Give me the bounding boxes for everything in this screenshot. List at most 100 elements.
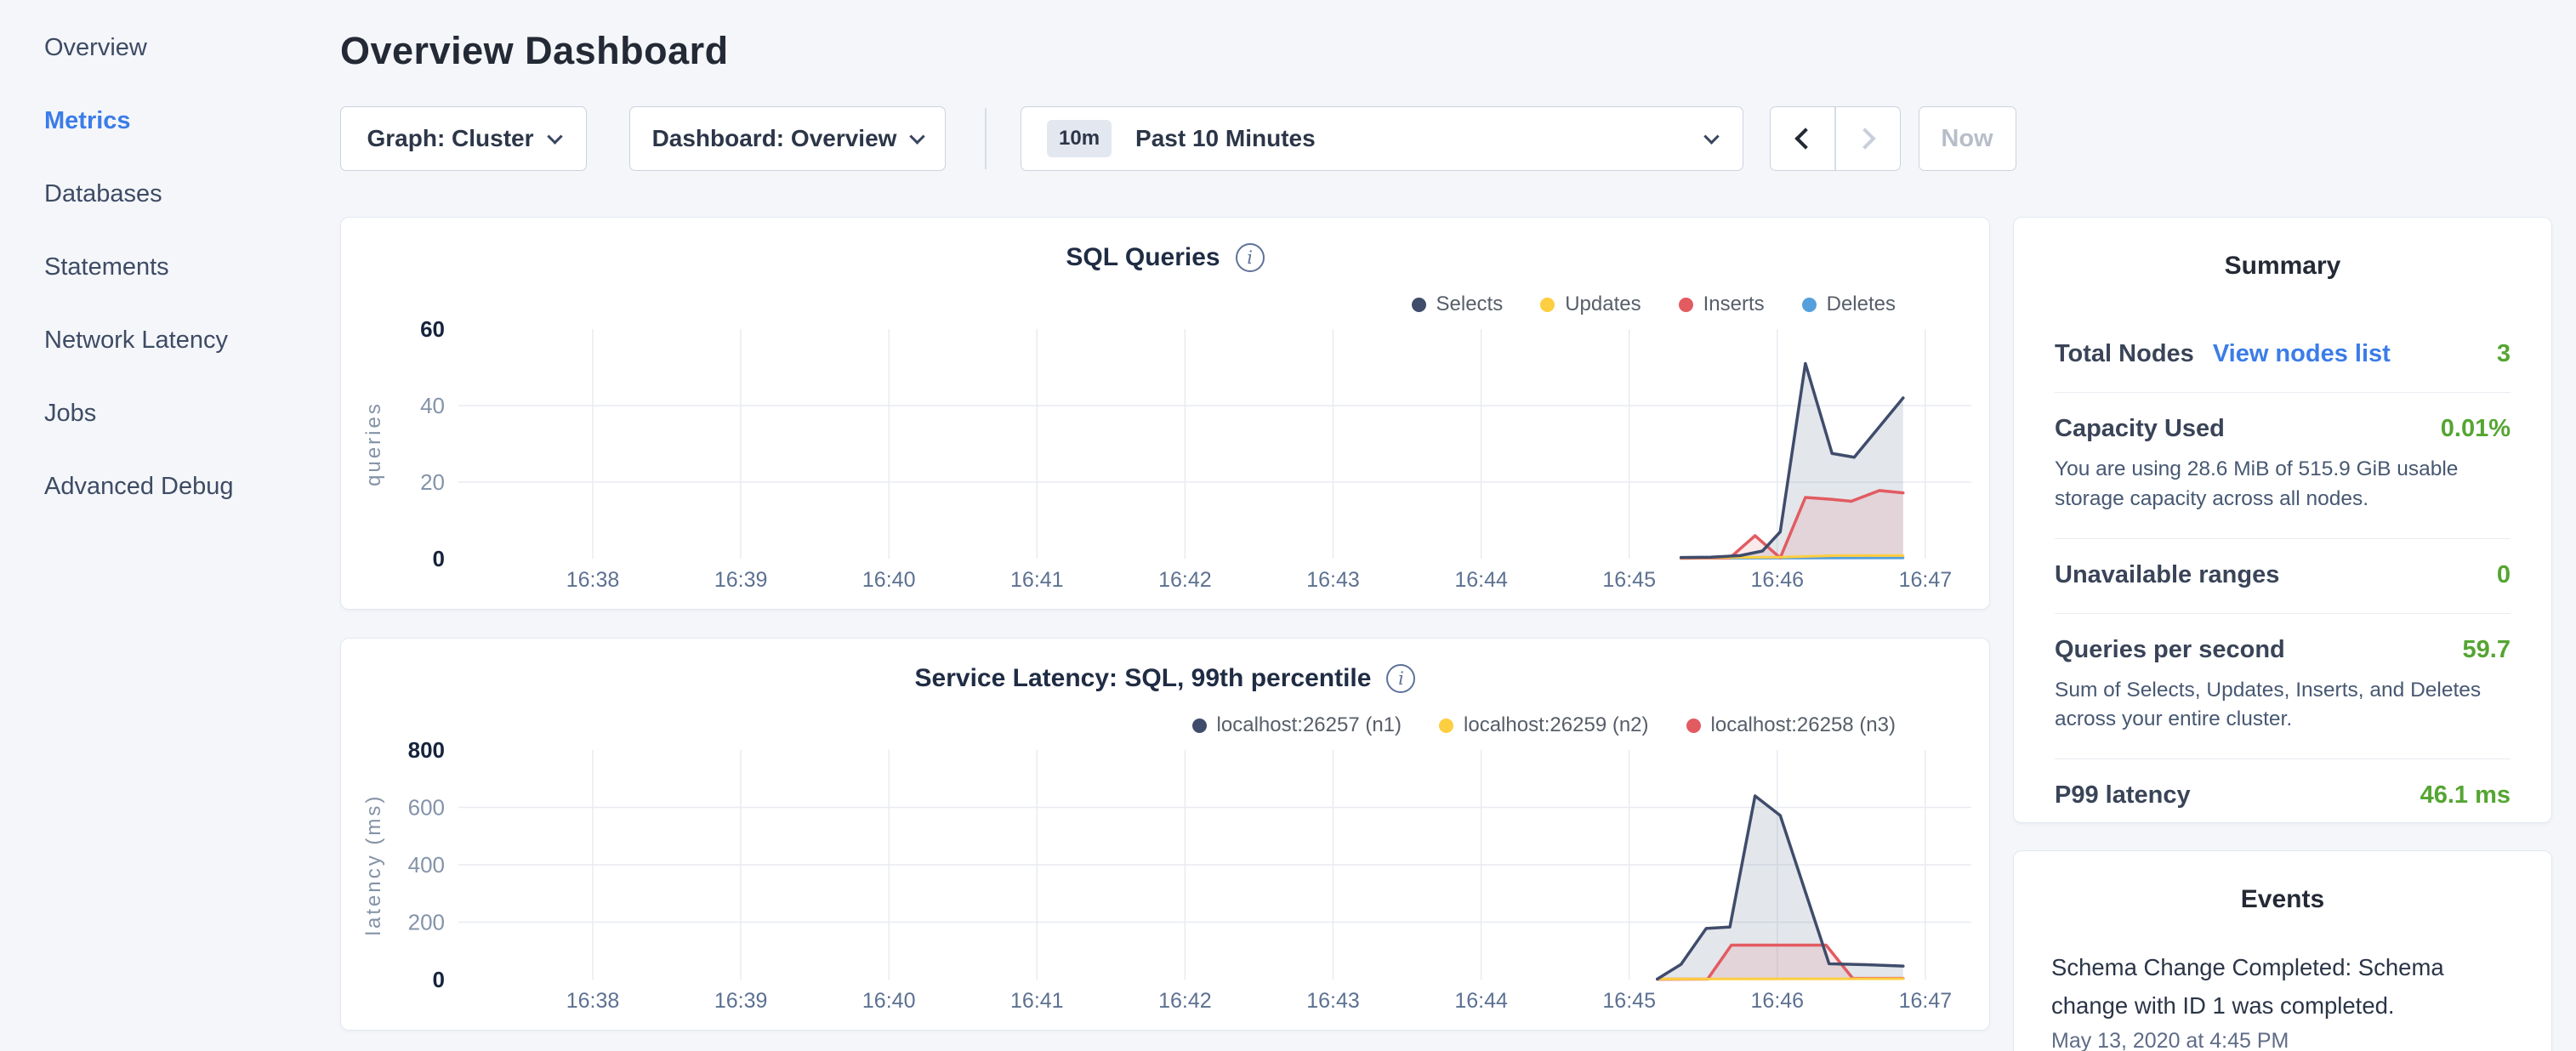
time-pager xyxy=(1770,106,1901,171)
sidebar: Overview Metrics Databases Statements Ne… xyxy=(0,0,340,1051)
next-time-button[interactable] xyxy=(1836,107,1900,170)
svg-text:16:42: 16:42 xyxy=(1158,568,1212,592)
sidebar-item-jobs[interactable]: Jobs xyxy=(44,400,97,427)
legend-dot-icon xyxy=(1678,297,1693,312)
summary-value: 0 xyxy=(2496,560,2511,588)
view-nodes-list-link[interactable]: View nodes list xyxy=(2212,340,2391,367)
summary-description: Sum of Selects, Updates, Inserts, and De… xyxy=(2055,678,2482,731)
events-title: Events xyxy=(2240,885,2325,913)
event-item-text: Schema Change Completed: Schema change w… xyxy=(2051,954,2444,1020)
main-content: Overview Dashboard Graph: Cluster Dashbo… xyxy=(340,0,2576,1051)
summary-row-capacity-used: Capacity Used 0.01% You are using 28.6 M… xyxy=(2055,393,2511,539)
chevron-down-icon xyxy=(1703,128,1720,145)
summary-row-total-nodes: Total Nodes View nodes list 3 xyxy=(2055,318,2511,393)
summary-value: 59.7 xyxy=(2462,635,2511,663)
legend-label: Deletes xyxy=(1826,293,1896,315)
legend-dot-icon xyxy=(1540,297,1555,312)
legend-item: localhost:26257 (n1) xyxy=(1191,713,1402,737)
svg-text:0: 0 xyxy=(433,546,445,571)
graph-scope-dropdown[interactable]: Graph: Cluster xyxy=(340,106,587,171)
now-button[interactable]: Now xyxy=(1918,106,2016,171)
summary-value: 0.01% xyxy=(2440,415,2511,442)
svg-text:800: 800 xyxy=(408,737,445,763)
prev-time-button[interactable] xyxy=(1771,107,1834,170)
legend-item: localhost:26259 (n2) xyxy=(1439,713,1649,737)
svg-text:16:41: 16:41 xyxy=(1010,568,1064,592)
event-item-timestamp: May 13, 2020 at 4:45 PM xyxy=(2051,1028,2289,1051)
chevron-left-icon xyxy=(1794,128,1817,150)
legend-label: localhost:26258 (n3) xyxy=(1710,713,1896,736)
svg-text:latency (ms): latency (ms) xyxy=(362,794,385,936)
controls-row: Graph: Cluster Dashboard: Overview 10m P… xyxy=(340,106,2552,171)
legend-dot-icon xyxy=(1191,718,1207,733)
sidebar-item-statements[interactable]: Statements xyxy=(44,253,169,281)
summary-row-queries-per-second: Queries per second 59.7 Sum of Selects, … xyxy=(2055,614,2511,760)
chart-plot: 16:38 16:39 16:40 16:41 16:42 16:43 16:44 16:45… xyxy=(362,737,1971,1013)
chevron-down-icon xyxy=(909,128,926,145)
right-column: Summary Total Nodes View nodes list 3 C xyxy=(2013,217,2552,1051)
svg-text:16:40: 16:40 xyxy=(862,989,916,1013)
summary-label: Queries per second xyxy=(2055,635,2285,663)
summary-label: Unavailable ranges xyxy=(2055,560,2280,588)
legend-item: Updates xyxy=(1540,293,1641,316)
info-icon[interactable] xyxy=(1386,664,1416,693)
time-range-dropdown[interactable]: 10m Past 10 Minutes xyxy=(1021,106,1743,171)
divider xyxy=(1834,107,1836,170)
summary-value: 3 xyxy=(2496,340,2511,367)
legend-dot-icon xyxy=(1439,718,1454,733)
svg-text:16:47: 16:47 xyxy=(1899,989,1953,1013)
svg-text:40: 40 xyxy=(420,393,445,418)
chart-legend: Selects Updates Inserts Deletes xyxy=(1411,293,1896,316)
sidebar-item-databases[interactable]: Databases xyxy=(44,180,162,207)
chevron-right-icon xyxy=(1854,128,1876,150)
svg-text:16:46: 16:46 xyxy=(1751,568,1805,592)
legend-item: Deletes xyxy=(1801,293,1896,316)
legend-dot-icon xyxy=(1801,297,1817,312)
sidebar-item-overview[interactable]: Overview xyxy=(44,34,147,61)
events-panel: Events Schema Change Completed: Schema c… xyxy=(2013,850,2552,1051)
legend-label: Updates xyxy=(1565,293,1641,315)
svg-text:16:46: 16:46 xyxy=(1751,989,1805,1013)
sql-queries-chart-card: SQL Queries Selects Updates Inserts Deletes… xyxy=(340,217,1990,610)
chart-plot: 16:38 16:39 16:40 16:41 16:42 16:43 16:44 16:45… xyxy=(362,316,1971,592)
chart-legend: localhost:26257 (n1) localhost:26259 (n2)… xyxy=(1191,713,1896,737)
legend-label: localhost:26257 (n1) xyxy=(1216,713,1402,736)
chart-header: Service Latency: SQL, 99th percentile xyxy=(341,664,1989,693)
svg-text:16:39: 16:39 xyxy=(714,989,768,1013)
svg-text:16:43: 16:43 xyxy=(1306,568,1360,592)
svg-text:16:38: 16:38 xyxy=(566,568,620,592)
service-latency-chart-card: Service Latency: SQL, 99th percentile lo… xyxy=(340,638,1990,1031)
summary-row-p99-latency: P99 latency 46.1 ms xyxy=(2055,759,2511,822)
svg-text:16:38: 16:38 xyxy=(566,989,620,1013)
legend-item: localhost:26258 (n3) xyxy=(1686,713,1896,737)
dashboard-body: SQL Queries Selects Updates Inserts Deletes… xyxy=(340,217,2552,1051)
svg-text:200: 200 xyxy=(408,910,445,935)
svg-text:16:41: 16:41 xyxy=(1010,989,1064,1013)
svg-text:16:45: 16:45 xyxy=(1602,568,1656,592)
sidebar-item-advanced-debug[interactable]: Advanced Debug xyxy=(44,473,234,500)
chart-title: Service Latency: SQL, 99th percentile xyxy=(914,664,1372,692)
legend-dot-icon xyxy=(1686,718,1701,733)
dashboard-label: Dashboard: Overview xyxy=(651,125,897,151)
summary-description: You are using 28.6 MiB of 515.9 GiB usab… xyxy=(2055,457,2459,510)
svg-text:60: 60 xyxy=(420,316,445,342)
legend-label: Inserts xyxy=(1703,293,1765,315)
sidebar-item-metrics[interactable]: Metrics xyxy=(44,107,131,134)
sidebar-item-network-latency[interactable]: Network Latency xyxy=(44,327,228,354)
dashboard-dropdown[interactable]: Dashboard: Overview xyxy=(629,106,946,171)
time-range-label: Past 10 Minutes xyxy=(1135,125,1316,151)
summary-title: Summary xyxy=(2224,252,2341,280)
summary-panel: Summary Total Nodes View nodes list 3 C xyxy=(2013,217,2552,823)
svg-text:16:42: 16:42 xyxy=(1158,989,1212,1013)
legend-item: Selects xyxy=(1411,293,1503,316)
summary-label: P99 latency xyxy=(2055,781,2191,810)
svg-text:0: 0 xyxy=(433,967,445,992)
info-icon[interactable] xyxy=(1235,243,1265,272)
legend-item: Inserts xyxy=(1678,293,1765,316)
svg-text:400: 400 xyxy=(408,852,445,878)
graph-scope-label: Graph: Cluster xyxy=(367,125,534,151)
svg-text:16:45: 16:45 xyxy=(1602,989,1656,1013)
svg-text:20: 20 xyxy=(420,469,445,495)
divider xyxy=(985,108,987,169)
